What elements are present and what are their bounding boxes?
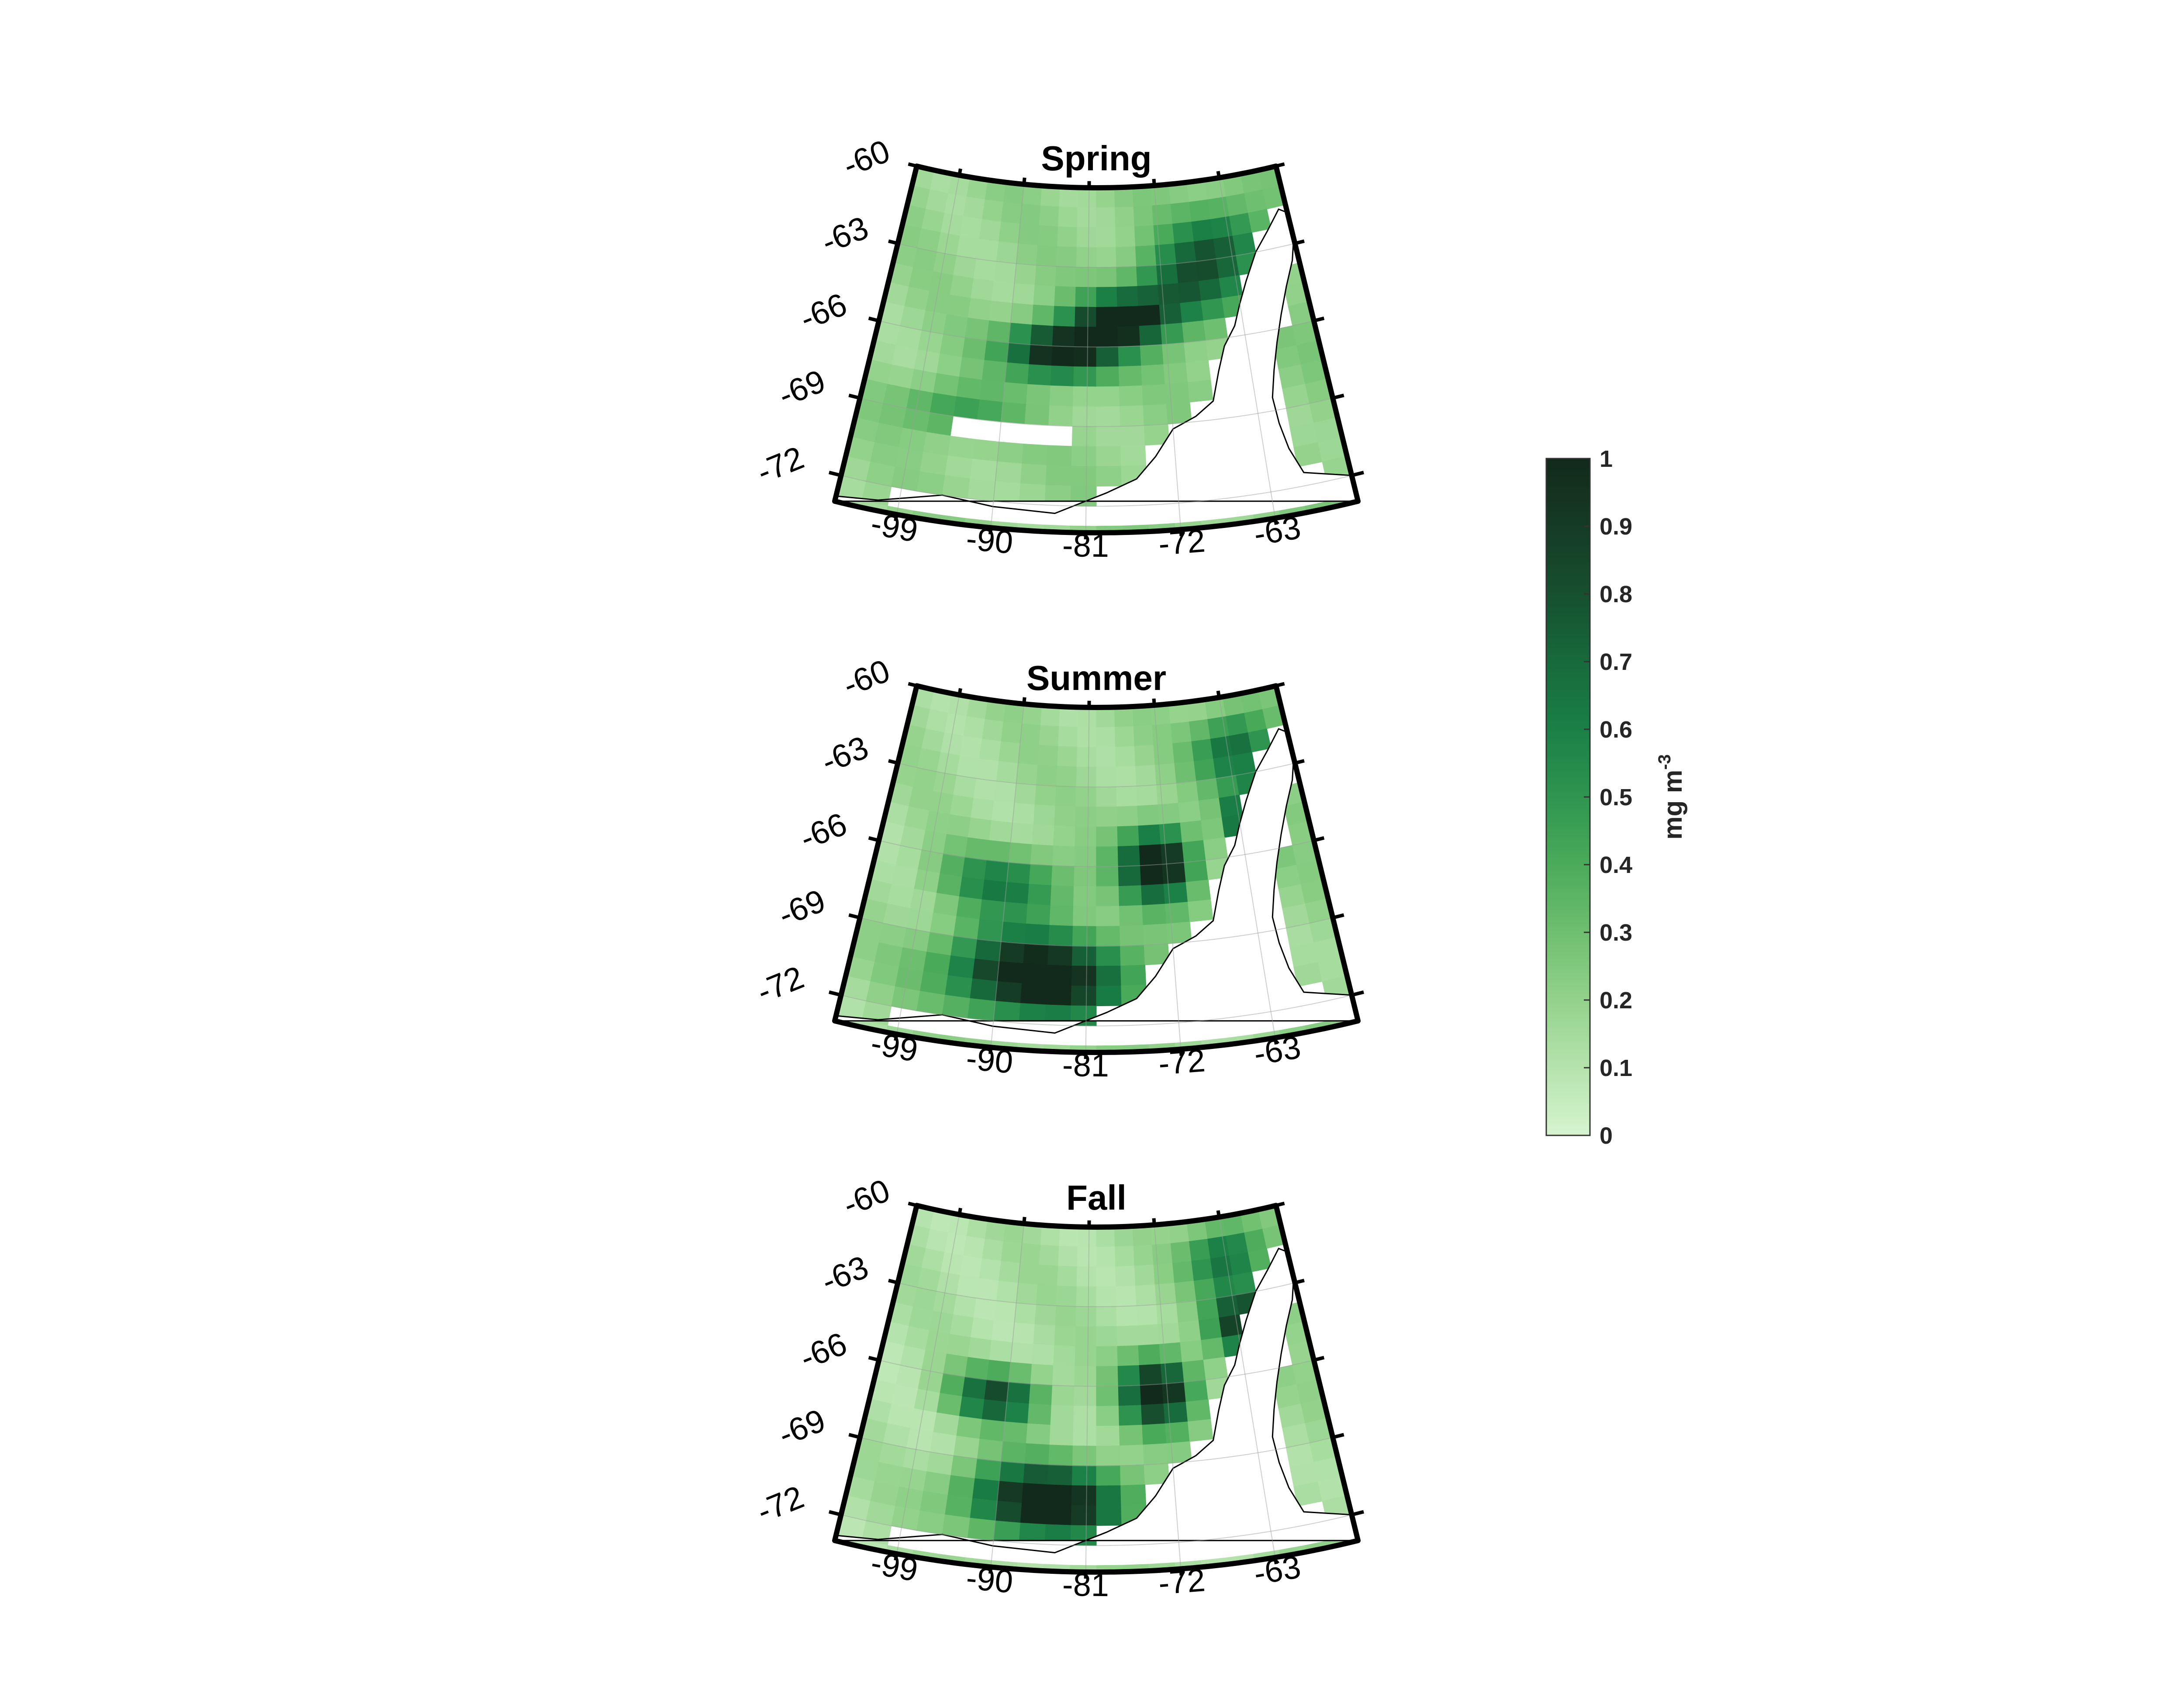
lon-label: -72 [1157, 522, 1206, 562]
lat-label: -60 [838, 652, 895, 704]
lat-label: -63 [816, 1248, 873, 1300]
colorbar-tick-label: 0.7 [1600, 649, 1632, 675]
graticule [841, 175, 1352, 533]
map-panels: Spring-60-63-66-69-72-99 -90 -81 -72 -63Summ… [752, 133, 1364, 1603]
colorbar-tick-label: 0.1 [1600, 1055, 1632, 1081]
chlorophyll-field [835, 166, 1358, 533]
colorbar-ticks: 0 0.1 0.2 0.3 0.4 0.5 0.6 0.7 0.8 0.9 1 [1584, 446, 1632, 1149]
lon-label: -90 [964, 1040, 1014, 1080]
lon-label: -72 [1157, 1562, 1206, 1601]
lat-label: -63 [816, 729, 873, 780]
colorbar-tick-label: 0.5 [1600, 784, 1632, 810]
map-frame [832, 163, 1361, 535]
lon-label: -81 [1062, 1566, 1109, 1603]
lat-label: -66 [795, 286, 852, 337]
lon-label: -81 [1062, 1047, 1109, 1083]
map-frame [832, 683, 1361, 1055]
colorbar-label: mg m-3 [1655, 754, 1687, 840]
colorbar-tick-label: 1 [1600, 446, 1613, 472]
lon-label: -72 [1157, 1042, 1206, 1082]
lat-label: -72 [752, 1479, 809, 1530]
lat-label: -63 [816, 209, 873, 260]
map-panel-spring: Spring -60 -63 -66 -69 -72 -99 -90 -81 -72 -63 [752, 133, 1364, 564]
lat-label: -60 [838, 1172, 895, 1223]
colorbar-tick-label: 0.4 [1600, 852, 1632, 878]
lon-label: -63 [1251, 1029, 1303, 1072]
chlorophyll-field [835, 1205, 1358, 1572]
map-panel-summer: Summer -60 -63 -66 -69 -72 -99 -90 -81 -72 -63 [752, 652, 1364, 1083]
graticule [841, 695, 1352, 1052]
map-frame [832, 1203, 1361, 1575]
colorbar-tick-label: 0.8 [1600, 581, 1632, 607]
lon-label: -99 [868, 1024, 921, 1069]
graticule [841, 1214, 1352, 1572]
colorbar-tick-label: 0.3 [1600, 920, 1632, 946]
panel-title: Spring [1041, 139, 1151, 178]
lat-label: -69 [774, 882, 830, 933]
colorbar-tick-label: 0.6 [1600, 717, 1632, 743]
colorbar-tick-label: 0 [1600, 1123, 1613, 1149]
colorbar-tick-label: 0.9 [1600, 514, 1632, 540]
lon-label: -81 [1062, 527, 1109, 564]
lon-label: -99 [868, 1544, 921, 1588]
lon-label: -90 [964, 520, 1014, 561]
lon-label: -63 [1251, 1548, 1303, 1592]
lat-label: -66 [795, 806, 852, 857]
lat-label: -60 [838, 133, 895, 184]
panel-title: Fall [1066, 1178, 1127, 1217]
lon-label: -99 [868, 505, 921, 549]
lat-label: -72 [752, 439, 809, 490]
lat-label: -72 [752, 959, 809, 1010]
chlorophyll-field [835, 686, 1358, 1052]
lon-label: -90 [964, 1559, 1014, 1600]
colorbar: 0 0.1 0.2 0.3 0.4 0.5 0.6 0.7 0.8 0.9 1 mg m-3 [1545, 446, 1687, 1149]
lat-label: -69 [774, 1402, 830, 1453]
panel-title: Summer [1026, 659, 1166, 697]
lat-label: -66 [795, 1325, 852, 1376]
lat-label: -69 [774, 362, 830, 414]
lon-label: -63 [1251, 509, 1303, 552]
colorbar-gradient [1545, 458, 1591, 1136]
colorbar-tick-label: 0.2 [1600, 987, 1632, 1014]
map-panel-fall: Fall -60 -63 -66 -69 -72 -99 -90 -81 -72 -63 [752, 1172, 1364, 1603]
